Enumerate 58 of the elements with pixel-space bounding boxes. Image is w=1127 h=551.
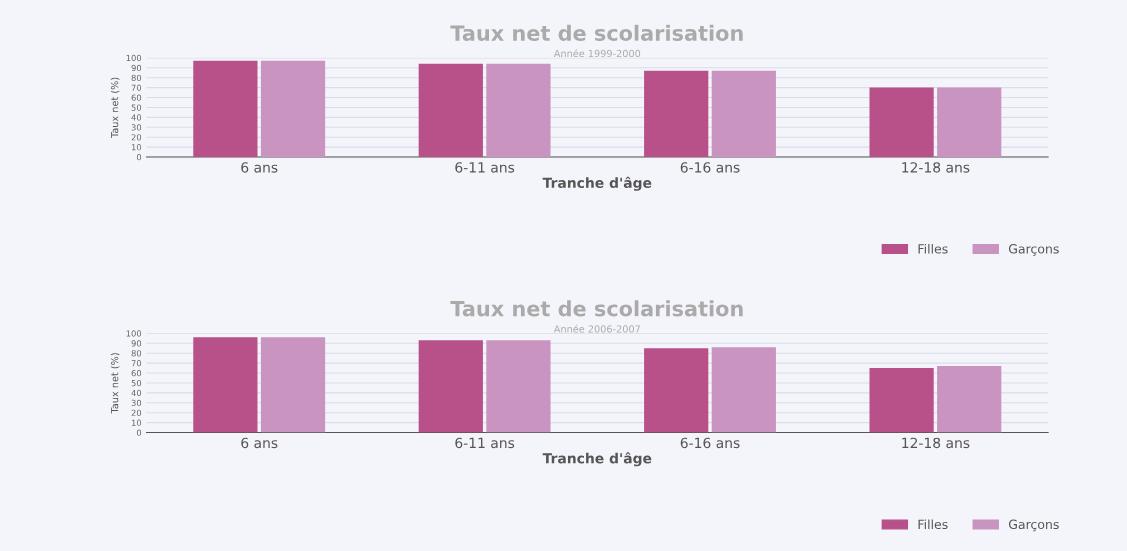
bar bbox=[193, 337, 258, 433]
legend-label: Filles bbox=[918, 519, 948, 530]
y-tick-label: 50 bbox=[131, 104, 142, 111]
legend-label: Garçons bbox=[1008, 519, 1059, 532]
x-axis-title: Tranche d'âge bbox=[542, 176, 652, 191]
y-axis-title: Taux net (%) bbox=[110, 353, 120, 414]
legend-label: Garçons bbox=[1008, 244, 1059, 256]
x-tick-label: 6-11 ans bbox=[455, 162, 515, 173]
bar bbox=[486, 63, 551, 158]
x-tick-label: 6 ans bbox=[241, 162, 278, 173]
x-tick-label: 6-16 ans bbox=[680, 162, 740, 173]
bar bbox=[193, 60, 258, 158]
y-tick-label: 60 bbox=[131, 94, 142, 101]
bar bbox=[644, 348, 709, 433]
bar bbox=[418, 63, 483, 158]
bar bbox=[644, 70, 709, 158]
bar bbox=[260, 337, 326, 433]
y-tick-label: 30 bbox=[131, 399, 142, 407]
y-tick-label: 70 bbox=[131, 360, 142, 367]
y-tick-label: 80 bbox=[131, 350, 142, 357]
bar bbox=[937, 87, 1002, 158]
y-axis-title: Taux net (%) bbox=[110, 77, 120, 139]
y-tick-label: 10 bbox=[131, 419, 142, 426]
x-tick-label: 12-18 ans bbox=[902, 437, 970, 449]
bar bbox=[418, 340, 483, 433]
legend-label: Filles bbox=[918, 243, 948, 254]
y-tick-label: 20 bbox=[131, 134, 142, 141]
bar bbox=[711, 70, 776, 158]
y-tick-label: 40 bbox=[131, 389, 142, 397]
chart-subtitle: Année 2006-2007 bbox=[553, 324, 640, 333]
x-tick-label: 6-11 ans bbox=[455, 437, 515, 449]
bar bbox=[869, 368, 934, 433]
chart-title: Taux net de scolarisation bbox=[450, 300, 743, 317]
y-tick-label: 90 bbox=[131, 340, 142, 347]
bar bbox=[869, 87, 934, 158]
bar bbox=[260, 60, 326, 158]
y-tick-label: 0 bbox=[136, 429, 142, 436]
x-tick-label: 12-18 ans bbox=[902, 162, 970, 173]
y-tick-label: 80 bbox=[131, 74, 142, 81]
x-axis-title: Tranche d'âge bbox=[542, 452, 652, 467]
x-tick-label: 6 ans bbox=[241, 437, 278, 449]
bar bbox=[711, 347, 776, 433]
y-tick-label: 10 bbox=[131, 144, 142, 151]
y-tick-label: 50 bbox=[131, 379, 142, 387]
y-tick-label: 30 bbox=[131, 124, 142, 131]
chart-subtitle: Année 1999-2000 bbox=[553, 49, 641, 58]
x-tick-label: 6-16 ans bbox=[680, 437, 740, 449]
y-tick-label: 100 bbox=[126, 330, 142, 337]
bar bbox=[937, 366, 1002, 433]
y-tick-label: 70 bbox=[131, 84, 142, 91]
y-tick-label: 60 bbox=[131, 370, 142, 377]
y-tick-label: 100 bbox=[126, 54, 142, 62]
y-tick-label: 20 bbox=[131, 409, 142, 416]
y-tick-label: 0 bbox=[136, 154, 142, 161]
y-tick-label: 40 bbox=[131, 114, 142, 121]
chart-title: Taux net de scolarisation bbox=[450, 24, 743, 41]
bar bbox=[486, 340, 551, 433]
y-tick-label: 90 bbox=[131, 64, 142, 72]
